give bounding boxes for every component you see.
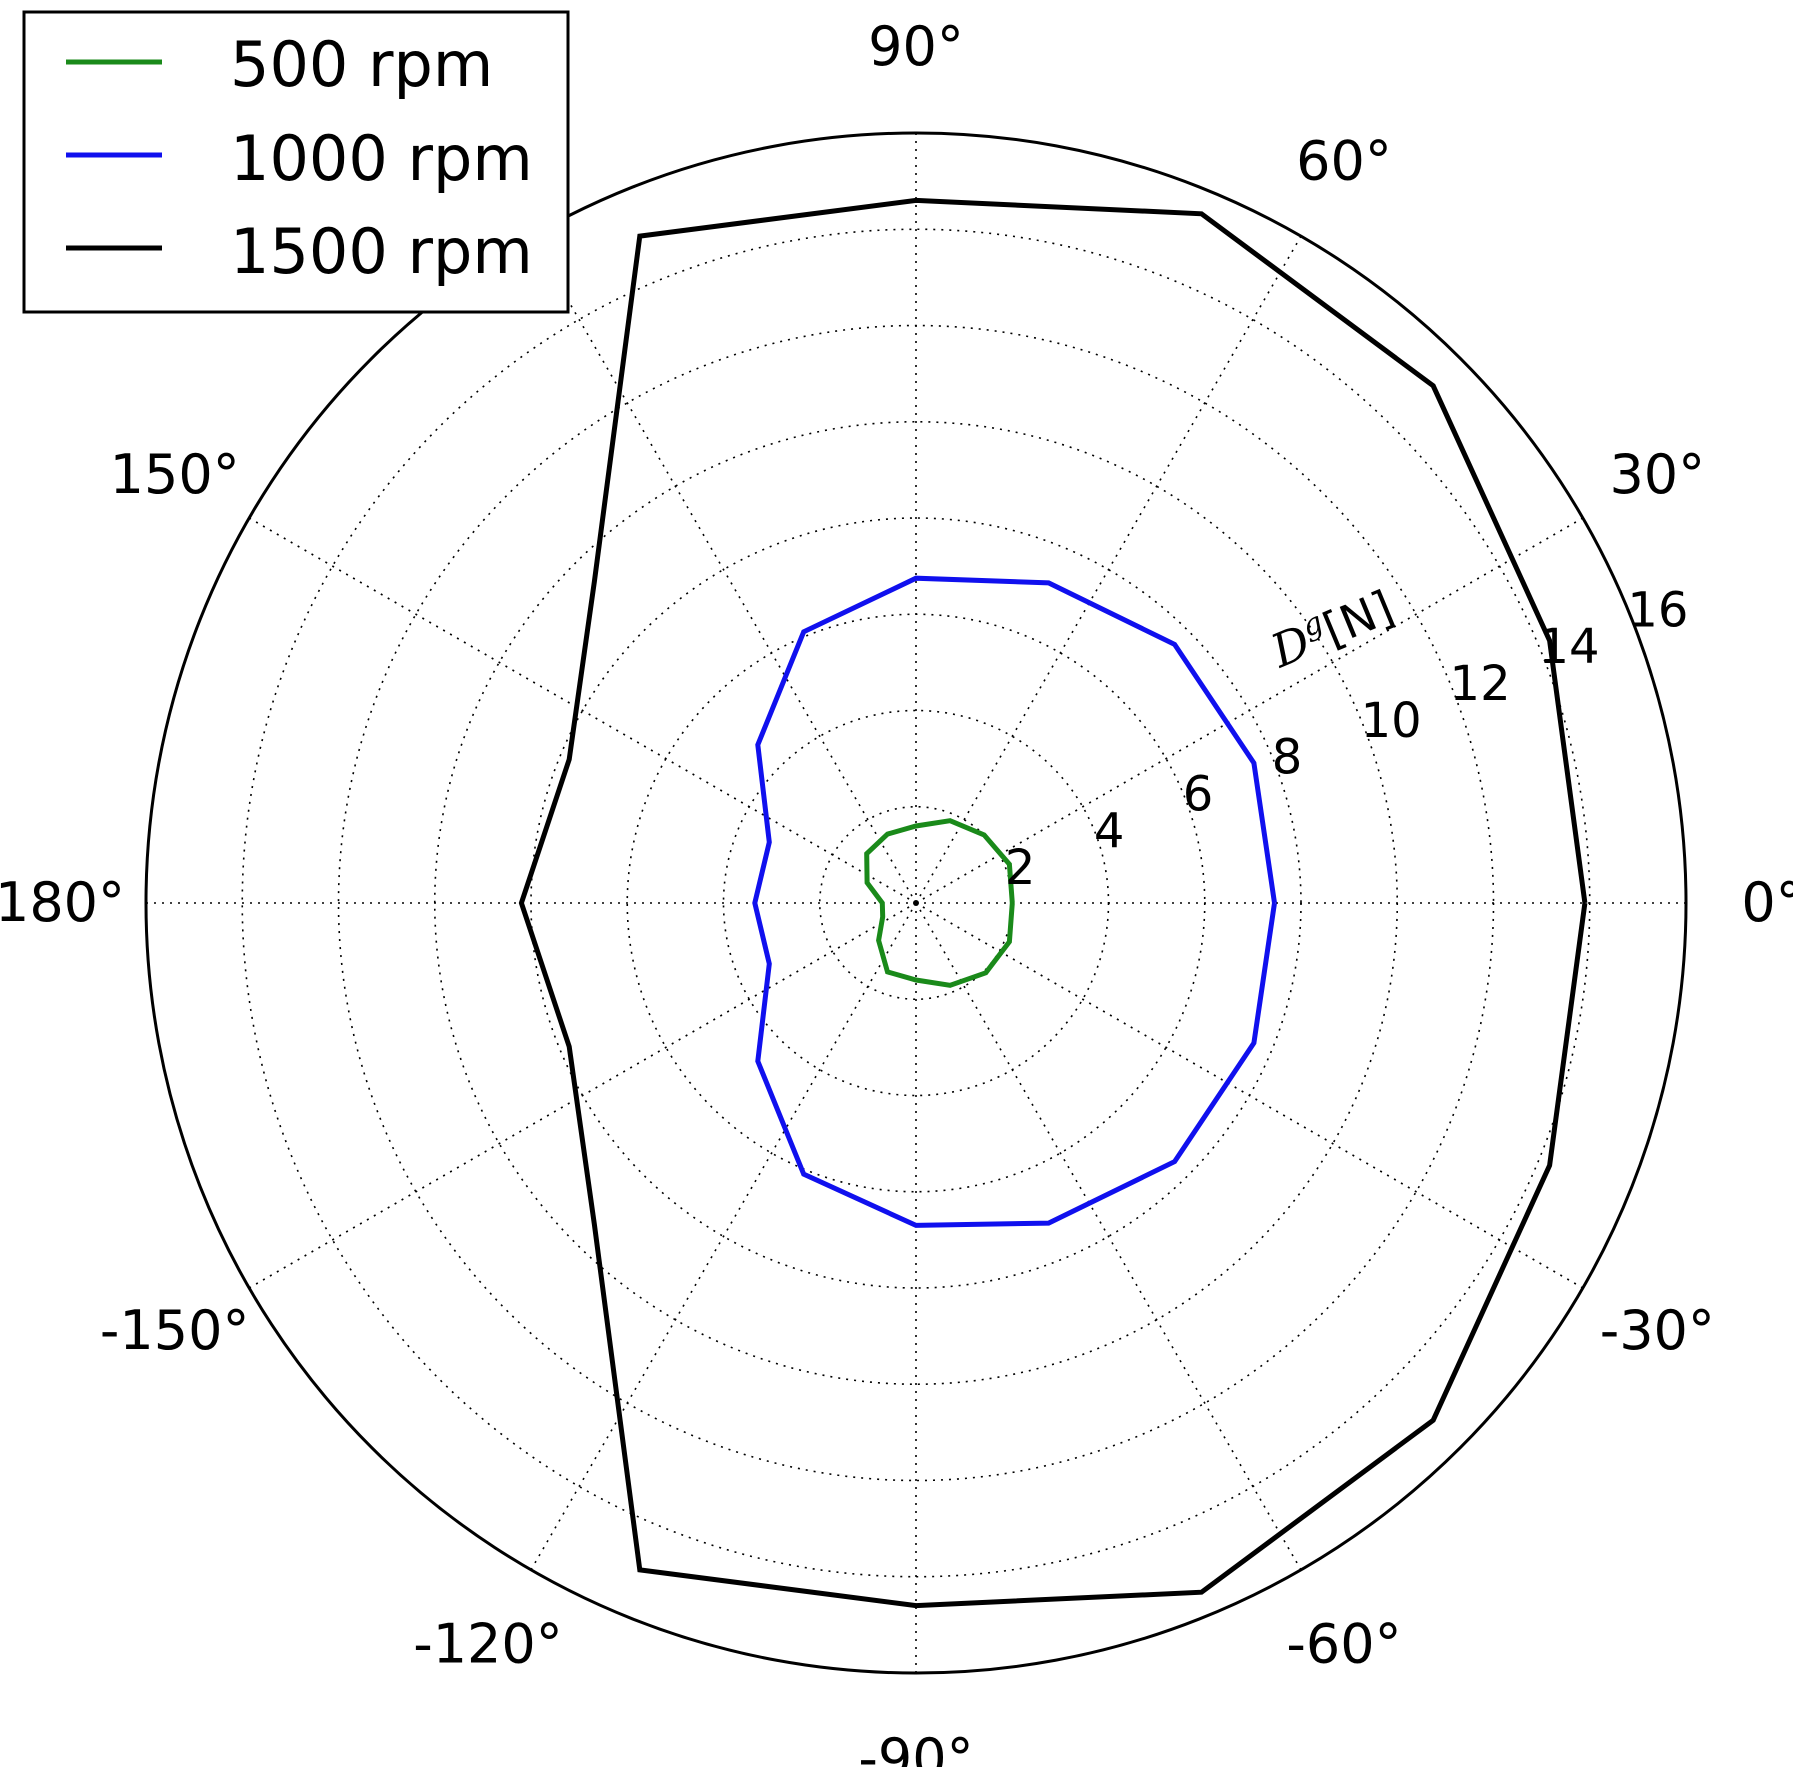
angle-label-270: -90° [858,1727,973,1767]
angular-tick-labels: 0° 30° 60° 90° 150° 180° -150° -120° -90° -60° -30… [0,15,1793,1767]
angle-label-330: -30° [1600,1299,1715,1362]
radial-tick-label-2: 2 [1005,840,1036,896]
angle-label-90: 90° [868,15,964,78]
radial-tick-label-14: 14 [1538,619,1599,675]
radial-tick-label-10: 10 [1361,693,1422,749]
angular-gridlines [146,133,1686,1673]
angle-label-30: 30° [1609,443,1705,506]
legend: 500 rpm 1000 rpm 1500 rpm [22,10,570,314]
angular-gridline-300 [915,902,1302,1571]
angle-label-180: 180° [0,871,125,934]
angle-label-300: -60° [1286,1612,1401,1675]
outer-boundary-circle [144,131,1688,1675]
angular-gridline-120 [530,235,917,904]
center-point [913,900,919,906]
angular-gridline-210 [248,902,917,1289]
radial-tick-label-4: 4 [1094,803,1125,859]
angle-label-150: 150° [110,443,240,506]
radial-tick-label-6: 6 [1183,767,1214,823]
radial-axis-label-unit: [N] [1315,580,1401,657]
series-line-1000-rpm [752,575,1277,1228]
radial-tick-label-8: 8 [1272,730,1303,786]
angular-gridline-30 [915,517,1584,904]
legend-label-500-rpm: 500 rpm [230,28,493,101]
angle-label-0: 0° [1741,871,1793,934]
series-lines [518,197,1588,1609]
radial-axis-label: Dg[N] [1262,578,1401,678]
series-line-500-rpm [864,818,1015,988]
legend-label-1500-rpm: 1500 rpm [230,215,533,288]
angular-gridline-60 [915,235,1302,904]
angular-gridline-330 [915,902,1584,1289]
radial-tick-labels: 2 4 6 8 10 12 14 16 [1005,582,1689,896]
angle-label-240: -120° [413,1612,563,1675]
radial-tick-label-16: 16 [1627,582,1688,638]
angle-label-60: 60° [1296,130,1392,193]
series-line-1500-rpm [518,197,1588,1609]
angle-label-210: -150° [100,1299,250,1362]
angular-gridline-240 [530,902,917,1571]
radial-tick-label-12: 12 [1450,656,1511,712]
legend-label-1000-rpm: 1000 rpm [230,122,533,195]
angular-gridline-150 [248,517,917,904]
